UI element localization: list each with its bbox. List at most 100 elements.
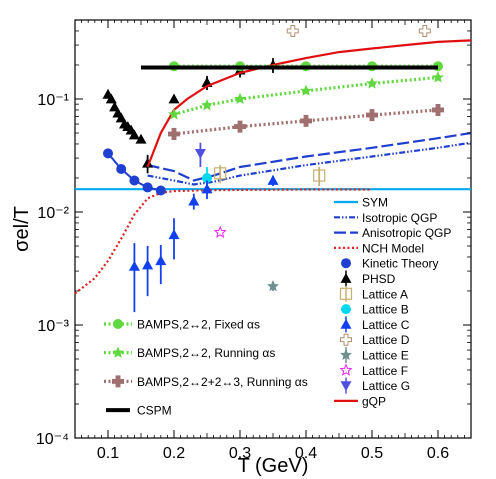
- data-point: [300, 114, 312, 127]
- y-tick-label: 10⁻¹: [37, 92, 69, 109]
- data-point: [188, 195, 200, 206]
- legend-entry: PHSD: [340, 270, 396, 287]
- data-point: [129, 175, 140, 186]
- legend-label: Lattice E: [362, 349, 409, 363]
- data-point: [432, 71, 444, 83]
- series-16: [168, 103, 444, 140]
- data-point: [103, 148, 113, 159]
- legend-marker: [340, 381, 352, 392]
- legend-label: BAMPS,2↔2, Running αs: [137, 346, 275, 360]
- data-point: [168, 93, 180, 104]
- series-6: [214, 165, 326, 186]
- series-1: [147, 141, 472, 186]
- data-point: [142, 157, 154, 168]
- legend-label: Lattice F: [362, 364, 408, 378]
- legend-marker: [341, 258, 351, 269]
- axis-ticks: 0.1 0.2 0.3 0.4 0.5 0.6 10⁻⁴ 10⁻³ 10⁻² 10⁻¹: [36, 19, 472, 462]
- data-point: [155, 255, 167, 266]
- legend-label: NCH Model: [362, 241, 424, 255]
- legend-label: Lattice D: [362, 333, 410, 347]
- legend-label: SYM: [362, 196, 388, 210]
- data-point: [142, 182, 153, 193]
- legend-label: BAMPS,2↔2, Fixed αs: [137, 318, 260, 332]
- x-tick-label: 0.5: [361, 445, 383, 462]
- legend-label: Lattice C: [362, 318, 410, 332]
- legend-marker: [340, 333, 352, 346]
- data-point: [168, 127, 180, 140]
- data-point: [105, 93, 117, 104]
- series-9: [286, 24, 431, 37]
- data-point: [155, 185, 166, 196]
- data-point: [267, 280, 279, 292]
- legend-marker: [112, 375, 124, 388]
- legend-label: BAMPS,2↔2+2↔3, Running αs: [137, 375, 308, 389]
- y-tick-label: 10⁻⁴: [36, 431, 69, 448]
- legend-marker: [112, 346, 124, 358]
- series-connector: [173, 75, 439, 116]
- data-point: [366, 77, 378, 89]
- legend-entry: Kinetic Theory: [341, 257, 438, 271]
- legend-entry: CSPM: [106, 404, 172, 418]
- series-10: [267, 280, 279, 292]
- legend-entry: Lattice G: [340, 377, 410, 394]
- data-marks: [74, 24, 472, 313]
- legend-entry: SYM: [334, 196, 388, 210]
- data-point: [135, 133, 147, 144]
- data-point: [202, 172, 212, 183]
- legend-marker: [340, 318, 352, 329]
- data-point: [201, 183, 213, 194]
- legend-marker: [340, 348, 352, 361]
- series-4: [103, 148, 166, 196]
- legend-label: Lattice A: [362, 287, 408, 301]
- data-point: [168, 229, 180, 240]
- series-5: [102, 58, 279, 174]
- series-connector: [173, 108, 439, 136]
- y-tick-label: 10⁻³: [37, 318, 69, 335]
- data-point: [234, 92, 246, 105]
- series-line: [146, 39, 472, 168]
- x-axis-title: T (GeV): [238, 455, 309, 477]
- legend-entry: NCH Model: [334, 241, 424, 255]
- data-point: [116, 164, 127, 175]
- data-point: [128, 129, 140, 140]
- data-point: [432, 103, 444, 116]
- series-13: [146, 39, 472, 168]
- data-point: [313, 169, 326, 182]
- legend-entry: Lattice F: [339, 363, 408, 378]
- legend-entry: BAMPS,2↔2, Fixed αs: [104, 318, 260, 332]
- data-point: [234, 120, 246, 133]
- data-point: [168, 108, 180, 120]
- data-point: [300, 84, 312, 96]
- legend-entry: BAMPS,2↔2+2↔3, Running αs: [104, 375, 308, 389]
- series-3: [74, 188, 372, 295]
- legend-label: CSPM: [137, 404, 172, 418]
- data-point: [286, 24, 299, 37]
- series-8: [128, 174, 279, 313]
- data-point: [201, 99, 213, 111]
- legend-marker: [340, 273, 352, 283]
- series-15: [168, 71, 444, 120]
- legend-entry: Lattice D: [340, 333, 410, 347]
- data-point: [418, 24, 431, 37]
- legend-label: Anisotropic QGP: [362, 226, 451, 240]
- series-11: [213, 225, 227, 238]
- legend-entry: Isotropic QGP: [334, 211, 437, 225]
- series-line: [74, 188, 372, 295]
- legend-marker: [341, 304, 351, 315]
- legend-marker: [339, 363, 353, 376]
- series-12: [194, 142, 206, 168]
- legend-entry: Lattice A: [339, 285, 408, 302]
- data-point: [194, 148, 206, 159]
- x-tick-label: 0.6: [427, 445, 449, 462]
- x-tick-label: 0.2: [163, 445, 185, 462]
- x-tick-label: 0.1: [97, 445, 119, 462]
- legend-label: Isotropic QGP: [362, 211, 437, 225]
- series-line: [147, 131, 472, 182]
- legend-label: Lattice B: [362, 303, 409, 317]
- data-point: [142, 259, 154, 270]
- legend-entry: Lattice C: [340, 316, 410, 333]
- series-line: [147, 141, 472, 186]
- legend-entry: BAMPS,2↔2, Running αs: [104, 346, 275, 360]
- legend-entry: Lattice B: [341, 303, 409, 317]
